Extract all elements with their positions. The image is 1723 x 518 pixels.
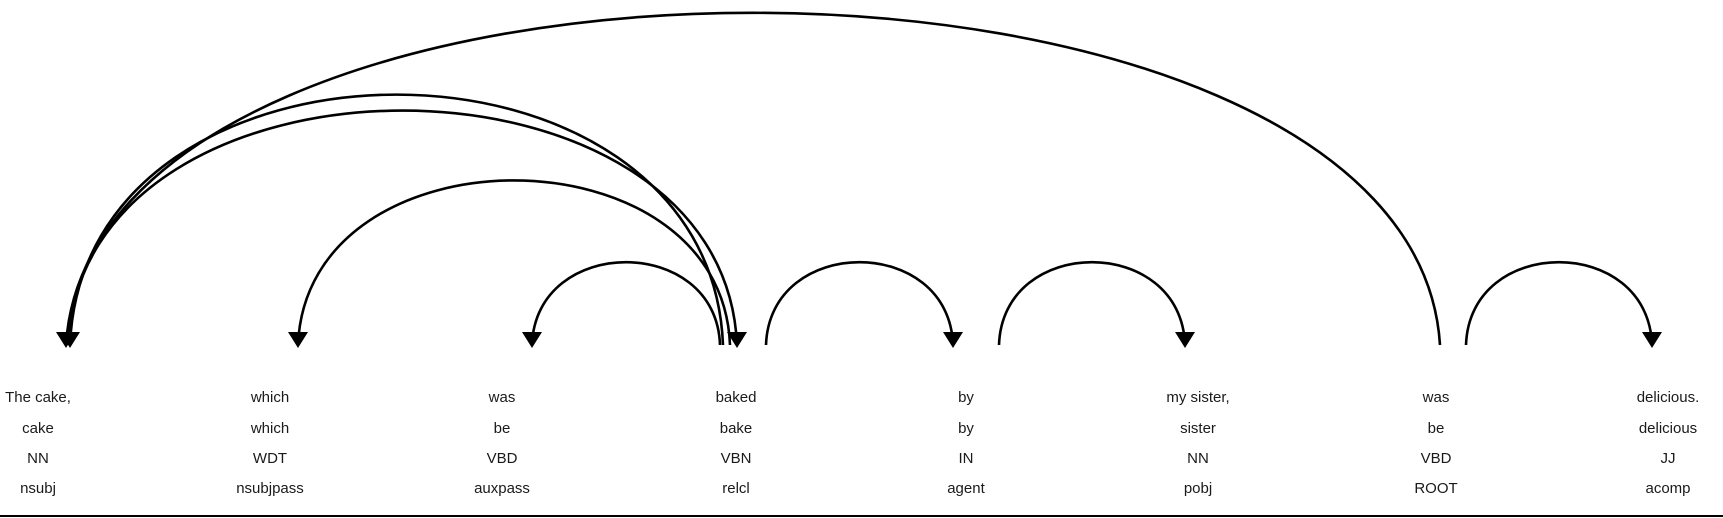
token-column: baked bake VBN relcl <box>716 389 757 497</box>
dependency-arc <box>522 261 722 348</box>
token-tag: WDT <box>253 450 287 467</box>
token-dep: pobj <box>1184 480 1212 497</box>
arc-curve <box>64 11 1442 346</box>
dependency-arc <box>60 93 725 348</box>
arc-curve <box>997 260 1187 346</box>
arrowhead-icon <box>60 332 80 348</box>
token-lemma: which <box>250 420 289 437</box>
token-column: by by IN agent <box>947 389 985 497</box>
token-tag: JJ <box>1661 450 1676 467</box>
arc-curve <box>764 261 955 346</box>
token-text: The cake, <box>5 389 71 406</box>
token-dep: ROOT <box>1414 480 1457 497</box>
token-text: which <box>250 389 289 406</box>
token-column: The cake, cake NN nsubj <box>5 389 71 497</box>
arc-curve <box>1464 260 1654 346</box>
dependency-arc <box>66 109 747 348</box>
token-column: my sister, sister NN pobj <box>1166 389 1229 497</box>
token-dep: auxpass <box>474 480 530 497</box>
token-dep: agent <box>947 480 985 497</box>
arrowhead-icon <box>943 332 963 348</box>
arc-curve <box>530 261 722 346</box>
dependency-arc <box>997 260 1195 348</box>
token-text: by <box>958 389 974 406</box>
dependency-arc <box>56 11 1442 348</box>
token-text: was <box>488 389 516 406</box>
token-lemma: be <box>1428 420 1445 437</box>
token-tag: VBD <box>1421 450 1452 467</box>
dependency-arc <box>288 179 732 348</box>
token-tag: NN <box>27 450 49 467</box>
token-text: baked <box>716 389 757 406</box>
arcs-layer <box>56 11 1662 348</box>
token-column: which which WDT nsubjpass <box>236 389 304 497</box>
token-text: delicious. <box>1637 389 1700 406</box>
token-lemma: by <box>958 420 974 437</box>
dependency-arc <box>764 261 963 348</box>
token-text: was <box>1422 389 1450 406</box>
tokens-layer: The cake, cake NN nsubj which which WDT nsubjpa… <box>5 389 1699 497</box>
token-text: my sister, <box>1166 389 1229 406</box>
token-lemma: bake <box>720 420 753 437</box>
arrowhead-icon <box>522 332 542 348</box>
token-dep: nsubj <box>20 480 56 497</box>
arc-curve <box>66 109 739 346</box>
arrowhead-icon <box>288 332 308 348</box>
arrowhead-icon <box>1642 332 1662 348</box>
token-tag: VBD <box>487 450 518 467</box>
token-tag: VBN <box>721 450 752 467</box>
token-lemma: cake <box>22 420 54 437</box>
token-column: was be VBD ROOT <box>1414 389 1457 497</box>
token-lemma: delicious <box>1639 420 1697 437</box>
arc-curve <box>68 93 725 346</box>
token-dep: nsubjpass <box>236 480 304 497</box>
arrowhead-icon <box>1175 332 1195 348</box>
token-lemma: be <box>494 420 511 437</box>
token-tag: NN <box>1187 450 1209 467</box>
token-tag: IN <box>959 450 974 467</box>
token-column: delicious. delicious JJ acomp <box>1637 389 1700 497</box>
arc-curve <box>296 179 732 346</box>
token-column: was be VBD auxpass <box>474 389 530 497</box>
token-dep: relcl <box>722 480 750 497</box>
dependency-arc <box>1464 260 1662 348</box>
token-dep: acomp <box>1645 480 1690 497</box>
token-lemma: sister <box>1180 420 1216 437</box>
arrowhead-icon <box>727 332 747 348</box>
